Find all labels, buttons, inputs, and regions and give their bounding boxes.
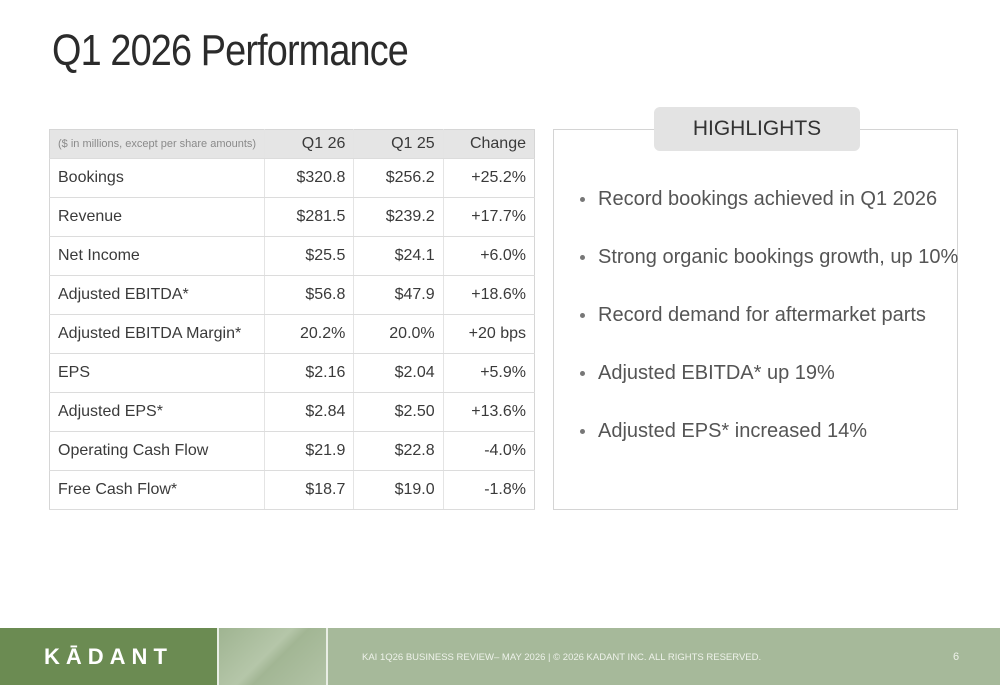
cell-q1-25: $24.1	[353, 236, 444, 276]
cell-q1-25: $256.2	[353, 158, 444, 198]
row-label: Operating Cash Flow	[49, 431, 266, 471]
row-label: Bookings	[49, 158, 266, 198]
highlight-text: Adjusted EPS* increased 14%	[598, 419, 868, 442]
table-row: Adjusted EBITDA* $56.8 $47.9 +18.6%	[49, 275, 535, 315]
cell-change: +25.2%	[443, 158, 535, 198]
highlight-text: Adjusted EBITDA* up 19%	[598, 361, 835, 384]
highlight-text: Strong organic bookings growth, up 10%	[598, 245, 959, 268]
cell-q1-25: $19.0	[353, 470, 444, 510]
footer: KĀDANT KAI 1Q26 BUSINESS REVIEW– MAY 202…	[0, 628, 1000, 685]
table-row: EPS $2.16 $2.04 +5.9%	[49, 353, 535, 393]
table-row: Adjusted EPS* $2.84 $2.50 +13.6%	[49, 392, 535, 432]
footer-divider	[217, 628, 219, 685]
table-note: ($ in millions, except per share amounts…	[49, 129, 266, 159]
page-number: 6	[953, 651, 960, 663]
cell-change: -4.0%	[443, 431, 535, 471]
cell-q1-25: $47.9	[353, 275, 444, 315]
column-header-change: Change	[443, 129, 535, 159]
row-label: Net Income	[49, 236, 266, 276]
row-label: Revenue	[49, 197, 266, 237]
cell-change: +18.6%	[443, 275, 535, 315]
cell-q1-25: $2.50	[353, 392, 444, 432]
list-item: Strong organic bookings growth, up 10%	[580, 228, 958, 286]
page-title: Q1 2026 Performance	[52, 26, 409, 75]
cell-q1-26: $25.5	[264, 236, 355, 276]
table-row: Bookings $320.8 $256.2 +25.2%	[49, 158, 535, 198]
cell-q1-26: $21.9	[264, 431, 355, 471]
bullet-icon	[580, 312, 585, 318]
logo-block: KĀDANT	[0, 628, 217, 685]
row-label: Adjusted EPS*	[49, 392, 266, 432]
table-row: Revenue $281.5 $239.2 +17.7%	[49, 197, 535, 237]
cell-q1-26: $2.84	[264, 392, 355, 432]
cell-q1-26: $18.7	[264, 470, 355, 510]
list-item: Adjusted EPS* increased 14%	[580, 402, 958, 460]
bullet-icon	[580, 196, 585, 202]
row-label: Free Cash Flow*	[49, 470, 266, 510]
kadant-logo: KĀDANT	[44, 643, 173, 669]
cell-q1-25: $239.2	[353, 197, 444, 237]
financial-table: ($ in millions, except per share amounts…	[49, 129, 535, 510]
cell-change: -1.8%	[443, 470, 535, 510]
cell-change: +6.0%	[443, 236, 535, 276]
cell-q1-26: $2.16	[264, 353, 355, 393]
row-label: Adjusted EBITDA*	[49, 275, 266, 315]
column-header-q1-25: Q1 25	[353, 129, 444, 159]
cell-change: +20 bps	[443, 314, 535, 354]
cell-q1-25: 20.0%	[353, 314, 444, 354]
cell-change: +17.7%	[443, 197, 535, 237]
table-row: Free Cash Flow* $18.7 $19.0 -1.8%	[49, 470, 535, 510]
list-item: Record bookings achieved in Q1 2026	[580, 170, 958, 228]
column-header-q1-26: Q1 26	[264, 129, 355, 159]
list-item: Adjusted EBITDA* up 19%	[580, 344, 958, 402]
row-label: Adjusted EBITDA Margin*	[49, 314, 266, 354]
footer-divider	[326, 628, 328, 685]
bullet-icon	[580, 254, 585, 260]
highlights-list: Record bookings achieved in Q1 2026 Stro…	[580, 170, 958, 460]
highlights-heading: HIGHLIGHTS	[654, 107, 860, 151]
cell-q1-25: $2.04	[353, 353, 444, 393]
table-row: Operating Cash Flow $21.9 $22.8 -4.0%	[49, 431, 535, 471]
cell-change: +13.6%	[443, 392, 535, 432]
table-header-row: ($ in millions, except per share amounts…	[49, 129, 535, 159]
bullet-icon	[580, 370, 585, 376]
cell-change: +5.9%	[443, 353, 535, 393]
bullet-icon	[580, 428, 585, 434]
highlight-text: Record demand for aftermarket parts	[598, 303, 926, 326]
list-item: Record demand for aftermarket parts	[580, 286, 958, 344]
cell-q1-26: 20.2%	[264, 314, 355, 354]
highlight-text: Record bookings achieved in Q1 2026	[598, 187, 938, 210]
cell-q1-25: $22.8	[353, 431, 444, 471]
cell-q1-26: $320.8	[264, 158, 355, 198]
footer-copyright: KAI 1Q26 BUSINESS REVIEW– MAY 2026 | © 2…	[362, 652, 762, 663]
cell-q1-26: $281.5	[264, 197, 355, 237]
row-label: EPS	[49, 353, 266, 393]
table-row: Net Income $25.5 $24.1 +6.0%	[49, 236, 535, 276]
cell-q1-26: $56.8	[264, 275, 355, 315]
footer-decoration	[219, 628, 326, 685]
table-row: Adjusted EBITDA Margin* 20.2% 20.0% +20 …	[49, 314, 535, 354]
